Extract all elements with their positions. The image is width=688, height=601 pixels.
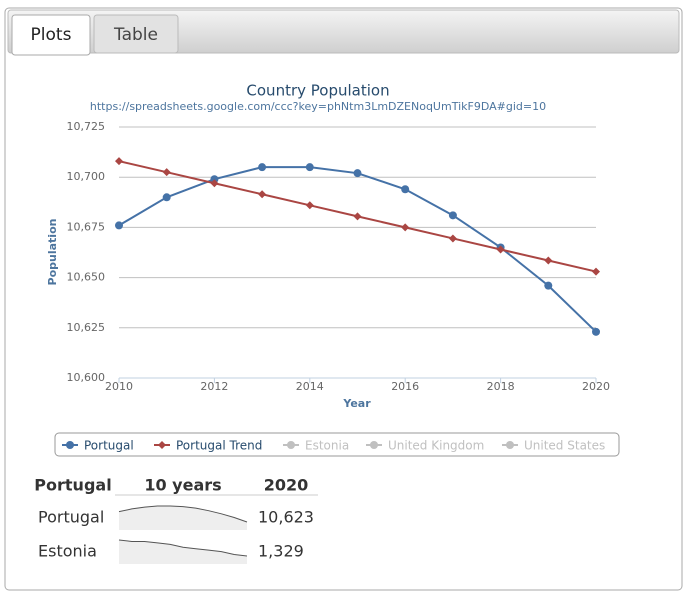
y-tick-label: 10,650: [67, 271, 106, 284]
x-tick-label: 2020: [582, 380, 610, 393]
point: [162, 168, 171, 177]
legend-label: Portugal: [84, 439, 134, 453]
point: [592, 267, 600, 276]
y-tick-label: 10,625: [67, 321, 106, 334]
y-tick-label: 10,700: [67, 170, 106, 183]
point: [448, 234, 457, 243]
sparkline: [118, 539, 248, 557]
point: [544, 256, 553, 265]
table-header: 2020: [264, 476, 309, 495]
x-tick-label: 2016: [391, 380, 419, 393]
point: [592, 327, 600, 336]
legend-label: United States: [524, 439, 605, 453]
point: [496, 245, 505, 254]
x-tick-label: 2014: [296, 380, 324, 393]
x-tick-label: 2018: [487, 380, 515, 393]
point: [115, 157, 123, 166]
point: [353, 212, 362, 221]
legend-label: United Kingdom: [388, 439, 484, 453]
legend-marker: [506, 441, 514, 449]
legend: [54, 432, 620, 457]
row-value: 10,623: [258, 508, 314, 527]
chart-subtitle: https://spreadsheets.google.com/ccc?key=…: [90, 100, 546, 113]
point: [305, 163, 314, 172]
point: [210, 175, 219, 184]
x-axis-label: Year: [342, 397, 371, 410]
tab[interactable]: [93, 14, 179, 54]
legend-marker: [66, 441, 74, 449]
y-tick-label: 10,725: [67, 120, 106, 133]
y-tick-label: 10,675: [67, 220, 106, 233]
tab-label[interactable]: Table: [113, 25, 158, 45]
row-name: Estonia: [38, 542, 97, 561]
sparkline-area: [119, 506, 247, 530]
table-header: 10 years: [144, 476, 221, 495]
point: [544, 281, 553, 290]
point: [258, 163, 267, 172]
chart-title: Country Population: [246, 82, 389, 100]
table-header: Portugal: [34, 476, 111, 495]
point: [162, 193, 171, 202]
row-name: Portugal: [38, 508, 104, 527]
sparkline: [118, 505, 248, 523]
point: [305, 201, 314, 210]
tab-label[interactable]: Plots: [31, 25, 72, 45]
legend-label: Estonia: [305, 439, 349, 453]
point: [448, 211, 457, 220]
point: [258, 190, 267, 199]
point: [115, 221, 123, 230]
sparkline-area: [119, 540, 247, 564]
x-tick-label: 2010: [105, 380, 133, 393]
legend-label: Portugal Trend: [176, 439, 262, 453]
point: [353, 169, 362, 178]
tab-active[interactable]: [11, 14, 91, 56]
point: [401, 185, 410, 194]
x-tick-label: 2012: [200, 380, 228, 393]
legend-marker: [158, 441, 166, 449]
legend-marker: [287, 441, 295, 449]
point: [210, 179, 219, 188]
row-value: 1,329: [258, 542, 304, 561]
y-axis-label: Population: [46, 219, 59, 286]
point: [401, 223, 410, 232]
legend-marker: [370, 441, 378, 449]
y-tick-label: 10,600: [67, 371, 106, 384]
